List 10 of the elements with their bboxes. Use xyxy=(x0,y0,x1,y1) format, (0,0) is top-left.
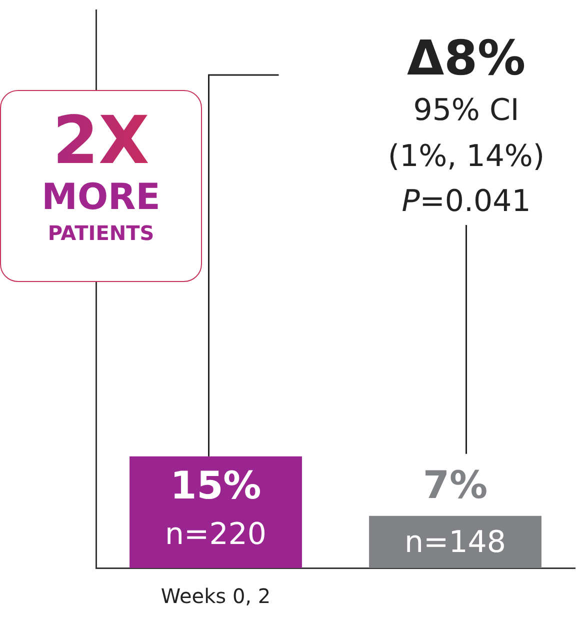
text: (1%, 14%) xyxy=(388,138,545,174)
text: 95% CI xyxy=(413,92,520,128)
annotation: n=148 xyxy=(404,524,506,560)
x-tick-label: Weeks 0, 2 xyxy=(160,584,271,608)
text: Δ8% xyxy=(406,30,526,86)
badge-card: 2X MORE PATIENTS xyxy=(0,90,202,282)
data-label: 15% xyxy=(170,463,262,508)
text: P=0.041 xyxy=(402,184,531,219)
data-label: 7% xyxy=(422,462,488,507)
annotation: n=220 xyxy=(165,517,266,552)
